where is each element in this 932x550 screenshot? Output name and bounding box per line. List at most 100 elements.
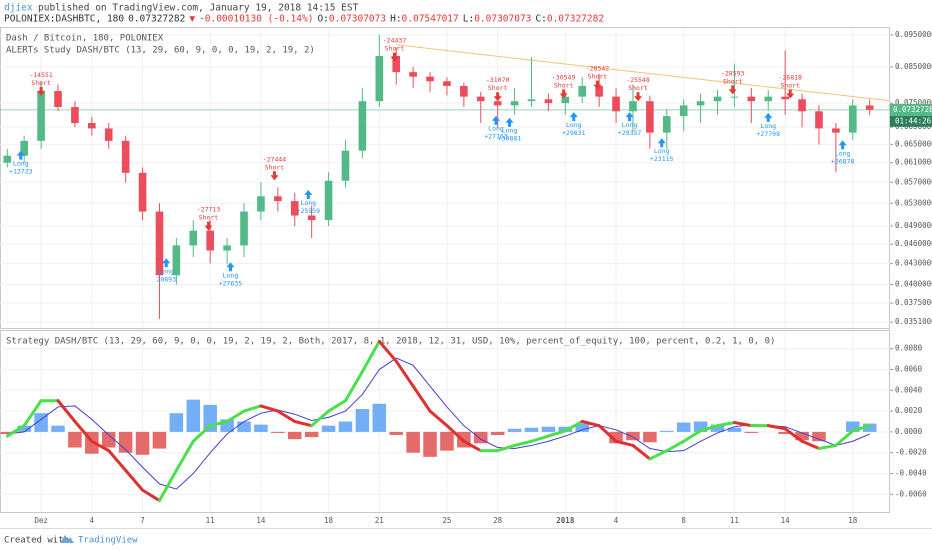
macd-segment [766, 424, 787, 431]
y-tick-label: 0.0060 [895, 364, 923, 373]
signal-text: -26818 [778, 74, 802, 82]
candle-body [848, 105, 857, 133]
candle-body [54, 91, 62, 107]
quote-part: 0.07327282 [128, 14, 185, 25]
candle-body [764, 96, 773, 102]
candle-body [544, 99, 553, 104]
y-tick-label: -0.0020 [895, 448, 927, 457]
countdown-box [890, 115, 932, 127]
candle-body [713, 96, 722, 102]
candle-body [104, 128, 113, 141]
histogram-bar [862, 423, 877, 432]
candle-body [747, 96, 756, 102]
short-arrow [593, 80, 602, 90]
countdown-label: 01:44:26 [895, 116, 932, 125]
histogram-bar [676, 422, 691, 432]
candle-body [375, 56, 384, 102]
histogram-bar [406, 431, 420, 453]
signal-kind: Long [622, 121, 638, 129]
signal-text: -27444 [263, 155, 287, 163]
histogram-bar [846, 421, 860, 432]
x-tick-label: 25 [442, 516, 451, 525]
candle-body [172, 245, 181, 276]
x-tick-label: 2018 [556, 516, 575, 525]
histogram-bar [304, 431, 319, 438]
x-tick-label: 4 [90, 516, 95, 525]
signal-text: +30881 [498, 135, 522, 143]
quote-part: 0.07307073 [329, 14, 386, 25]
histogram-bar [271, 431, 285, 433]
signal-text: -30549 [552, 74, 576, 82]
macd-segment [22, 399, 43, 428]
x-tick-label: 14 [781, 516, 791, 525]
candle-body [155, 211, 164, 276]
histogram-bar [254, 424, 268, 432]
macd-segment [327, 399, 347, 413]
macd-segment [851, 424, 872, 433]
macd-segment [157, 468, 178, 503]
short-arrow [204, 221, 213, 231]
signal-text: +27763 [484, 133, 508, 141]
histogram-bar [660, 430, 674, 432]
histogram-bar [17, 425, 31, 432]
candle-body [781, 96, 789, 100]
signal-text: +27635 [219, 279, 243, 287]
x-tick-label: Dez [34, 516, 48, 525]
quote-part: H: [390, 14, 401, 25]
histogram-bar [524, 427, 539, 432]
footer-brand[interactable]: TradingView [78, 536, 138, 546]
histogram-bar [118, 431, 133, 453]
histogram-bar [575, 423, 589, 432]
macd-segment [360, 339, 381, 374]
signal-text: -25548 [626, 76, 650, 84]
quote-part: POLONIEX:DASHBTC, 180 [4, 14, 124, 25]
signal-text: +12723 [9, 168, 33, 176]
x-tick-label: 28 [493, 516, 503, 525]
signal-kind: Long [654, 147, 670, 155]
macd-segment [394, 359, 415, 388]
author[interactable]: djiex [4, 3, 33, 14]
last-price-box [890, 103, 932, 116]
y-tick-label: 0.03510000 [895, 317, 932, 326]
long-arrow [838, 140, 847, 150]
histogram-bar [34, 413, 48, 432]
histogram-bar [372, 403, 387, 432]
y-tick-label: 0.04300000 [895, 259, 932, 268]
macd-segment [682, 429, 703, 443]
candle-body [20, 140, 28, 156]
short-arrow [728, 85, 737, 95]
candle-body [460, 85, 468, 97]
histogram-bar [152, 431, 167, 449]
macd-segment [5, 424, 26, 438]
candle-body [426, 76, 434, 82]
macd-segment [73, 420, 94, 443]
x-tick-label: 21 [375, 516, 384, 525]
y-tick-label: 0.0020 [895, 406, 923, 415]
candle-body [189, 230, 198, 246]
signal-kind: Long [223, 271, 239, 279]
x-tick-label: 18 [848, 516, 858, 525]
candle-body [510, 101, 519, 106]
y-tick-label: 0.06100000 [895, 158, 932, 167]
published: published on TradingView.com, January 19… [38, 3, 359, 14]
histogram-bar [321, 425, 336, 432]
histogram-bar [423, 431, 437, 457]
y-tick-label: 0.04000000 [895, 279, 932, 288]
candle-body [646, 101, 654, 133]
macd-segment [191, 424, 212, 443]
histogram-bar [389, 431, 403, 436]
macd-segment [648, 449, 669, 461]
long-arrow [625, 112, 634, 122]
macd-segment [580, 420, 601, 428]
quote-part: 0.07327282 [547, 14, 604, 25]
macd-segment [496, 443, 517, 453]
candle-body [815, 111, 823, 129]
signal-kind: Long [760, 122, 776, 130]
histogram-bar [169, 413, 184, 432]
candle-body [206, 230, 215, 251]
candle-body [527, 99, 536, 102]
quote-part: 0.07307073 [474, 14, 531, 25]
candle-body [443, 81, 451, 86]
macd-segment [208, 420, 229, 428]
